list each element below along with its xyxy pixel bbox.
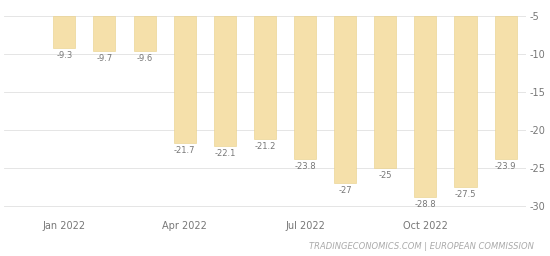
- Text: -28.8: -28.8: [415, 200, 436, 209]
- Bar: [494, 16, 516, 159]
- Bar: [334, 16, 356, 183]
- Bar: [134, 16, 156, 51]
- Bar: [454, 16, 476, 187]
- Text: -23.8: -23.8: [294, 162, 316, 171]
- Text: -9.6: -9.6: [136, 54, 153, 63]
- Text: -21.7: -21.7: [174, 146, 195, 155]
- Bar: [294, 16, 316, 159]
- Bar: [214, 16, 236, 146]
- Bar: [414, 16, 436, 197]
- Text: -9.3: -9.3: [56, 51, 73, 60]
- Text: -25: -25: [378, 171, 392, 180]
- Bar: [254, 16, 276, 139]
- Text: -27.5: -27.5: [455, 190, 476, 199]
- Bar: [53, 16, 75, 48]
- Bar: [94, 16, 115, 51]
- Text: -21.2: -21.2: [254, 142, 276, 151]
- Text: TRADINGECONOMICS.COM | EUROPEAN COMMISSION: TRADINGECONOMICS.COM | EUROPEAN COMMISSI…: [309, 242, 534, 251]
- Text: -9.7: -9.7: [96, 54, 113, 63]
- Bar: [374, 16, 397, 168]
- Text: -23.9: -23.9: [495, 162, 516, 172]
- Text: -27: -27: [338, 186, 352, 195]
- Text: -22.1: -22.1: [214, 149, 235, 158]
- Bar: [174, 16, 196, 143]
